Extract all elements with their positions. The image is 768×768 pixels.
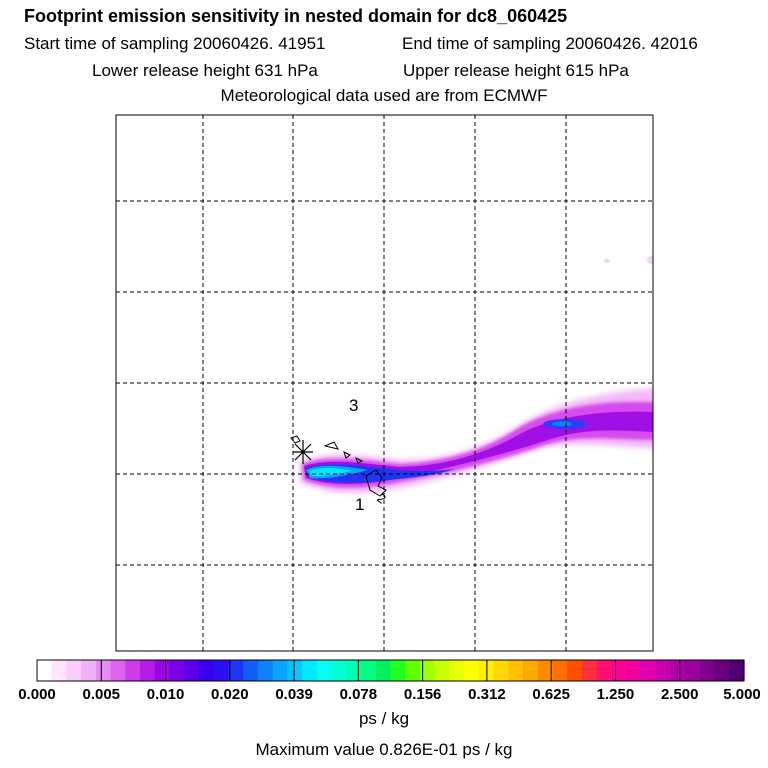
grid <box>116 115 653 651</box>
colorbar-cell <box>272 660 288 681</box>
colorbar-tick-label: 0.625 <box>532 686 570 703</box>
colorbar-cell <box>154 660 171 681</box>
start-time-label: Start time of sampling 20060426. 41951 <box>24 34 326 53</box>
colorbar-tick-label: 0.005 <box>82 686 120 703</box>
colorbar-cells <box>37 660 745 681</box>
colorbar-cell <box>567 660 583 681</box>
colorbar-cell <box>640 660 657 681</box>
map-label-1: 1 <box>355 495 364 514</box>
colorbar-cell <box>655 660 671 681</box>
colorbar-cell <box>361 660 377 681</box>
colorbar-cell <box>228 660 244 681</box>
colorbar-cell <box>331 660 347 681</box>
lower-release-height-label: Lower release height 631 hPa <box>92 61 318 80</box>
colorbar-tick-label: 0.020 <box>211 686 249 703</box>
colorbar-cell <box>508 660 524 681</box>
colorbar-ticks <box>36 660 745 681</box>
plume-purple-band <box>304 411 653 484</box>
plume-speck-a <box>604 259 610 263</box>
colorbar-cell <box>537 660 554 681</box>
colorbar-cell <box>419 660 436 681</box>
colorbar-tick-label: 1.250 <box>597 686 635 703</box>
map-label-3: 3 <box>349 396 358 415</box>
colorbar-cell <box>287 660 303 681</box>
met-data-label: Meteorological data used are from ECMWF <box>220 86 548 105</box>
colorbar-cell <box>257 660 274 681</box>
colorbar-cell <box>729 660 745 681</box>
colorbar-cell <box>81 660 97 681</box>
chart-title: Footprint emission sensitivity in nested… <box>24 6 568 26</box>
colorbar-cell <box>375 660 392 681</box>
colorbar-cell <box>110 660 126 681</box>
colorbar-cell <box>140 660 156 681</box>
colorbar-cell <box>464 660 480 681</box>
colorbar-tick-label: 2.500 <box>661 686 699 703</box>
colorbar-cell <box>184 660 200 681</box>
colorbar-cell <box>596 660 613 681</box>
colorbar-cell <box>213 660 230 681</box>
colorbar-tick-label: 5.000 <box>723 686 761 703</box>
colorbar-tick-label: 0.078 <box>340 686 378 703</box>
colorbar-cell <box>405 660 421 681</box>
contour-near-star <box>290 435 301 444</box>
colorbar-cell <box>169 660 185 681</box>
footprint-plume <box>300 256 653 493</box>
colorbar-cell <box>626 660 642 681</box>
colorbar-cell <box>37 660 53 681</box>
colorbar-cell <box>670 660 686 681</box>
colorbar-cell <box>51 660 68 681</box>
contour-small-a <box>323 441 340 450</box>
colorbar-cell <box>434 660 451 681</box>
colorbar-tick-label: 0.312 <box>468 686 506 703</box>
contour-small-b <box>343 451 351 459</box>
trajectory-contours <box>290 435 387 497</box>
colorbar-tick-label: 0.156 <box>404 686 442 703</box>
colorbar-unit-label: ps / kg <box>358 709 410 728</box>
colorbar-cell <box>523 660 539 681</box>
colorbar-tick-label: 0.010 <box>147 686 185 703</box>
colorbar-cell <box>449 660 465 681</box>
colorbar-cell <box>552 660 568 681</box>
colorbar-cell <box>316 660 333 681</box>
colorbar-cell <box>302 660 318 681</box>
upper-release-height-label: Upper release height 615 hPa <box>403 61 629 80</box>
colorbar-cell <box>390 660 406 681</box>
end-time-label: End time of sampling 20060426. 42016 <box>402 34 698 53</box>
colorbar-cell <box>95 660 112 681</box>
maximum-value-label: Maximum value 0.826E-01 ps / kg <box>255 740 513 759</box>
colorbar-cell <box>611 660 627 681</box>
colorbar-cell <box>125 660 141 681</box>
plume-blue-spot-east-inner <box>552 421 572 427</box>
colorbar-tick-labels: 0.000 0.005 0.010 0.020 0.039 0.078 0.156 0.312… <box>18 686 761 703</box>
plume-speck-b <box>647 256 653 264</box>
colorbar-cell <box>66 660 82 681</box>
colorbar-tick-label: 0.039 <box>275 686 313 703</box>
colorbar-cell <box>581 660 598 681</box>
contour-cluster <box>365 469 387 497</box>
colorbar-cell <box>243 660 259 681</box>
colorbar-tick-label: 0.000 <box>18 686 56 703</box>
colorbar-cell <box>685 660 701 681</box>
colorbar-cell <box>493 660 509 681</box>
release-point-star <box>293 440 313 464</box>
colorbar-cell <box>199 660 215 681</box>
colorbar-cell <box>699 660 716 681</box>
colorbar-cell <box>346 660 362 681</box>
colorbar-cell <box>714 660 730 681</box>
contour-small-c <box>355 456 364 464</box>
